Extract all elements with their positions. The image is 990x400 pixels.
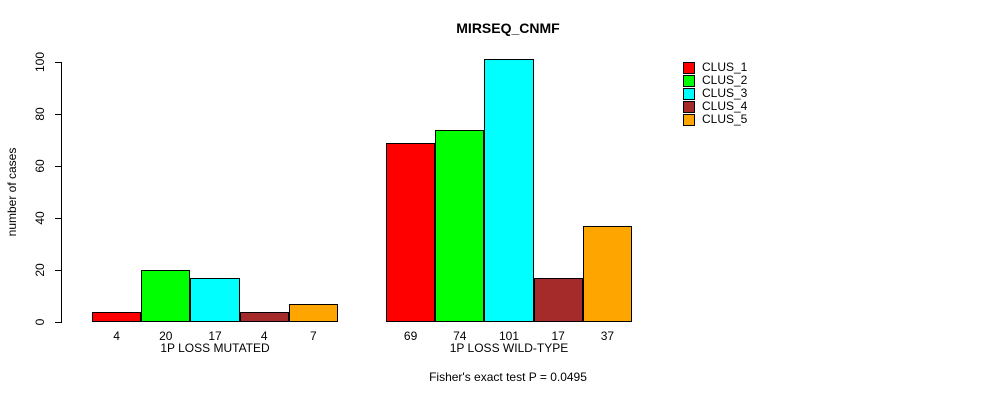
bar-value-label: 17 (208, 329, 222, 343)
legend-swatch-clus_4 (683, 100, 695, 113)
y-tick (55, 218, 61, 219)
y-tick (55, 62, 61, 63)
legend: CLUS_1 CLUS_2 CLUS_3 CLUS_4 CLUS_5 (683, 61, 747, 126)
bar-clus_1-mutated (92, 311, 142, 322)
bar-clus_1-wild-type (386, 142, 436, 322)
legend-swatch-clus_5 (683, 113, 695, 126)
bar-clus_3-wild-type (484, 59, 534, 322)
bar-clus_5-wild-type (582, 225, 632, 322)
bar-clus_2-mutated (141, 270, 191, 322)
y-tick (55, 114, 61, 115)
bar-value-label: 74 (453, 329, 467, 343)
legend-swatch-clus_1 (683, 61, 695, 74)
bar-value-label: 20 (159, 329, 173, 343)
bar-value-label: 69 (403, 329, 418, 343)
y-tick-label: 80 (33, 107, 47, 121)
chart-title: MIRSEQ_CNMF (456, 20, 560, 36)
legend-label: CLUS_1 (702, 60, 748, 74)
legend-label: CLUS_3 (702, 86, 748, 100)
y-tick-label: 100 (33, 51, 47, 73)
legend-item-clus_2: CLUS_2 (683, 74, 747, 87)
footnote: Fisher's exact test P = 0.0495 (429, 370, 587, 384)
bar-value-label: 37 (600, 329, 615, 343)
y-tick-label: 60 (33, 159, 47, 173)
legend-swatch-clus_3 (683, 87, 695, 100)
y-tick (55, 322, 61, 323)
legend-item-clus_5: CLUS_5 (683, 113, 747, 126)
bar-value-label: 101 (498, 329, 520, 343)
bar-clus_4-wild-type (533, 277, 583, 322)
bar-clus_2-wild-type (435, 129, 485, 322)
legend-item-clus_3: CLUS_3 (683, 87, 747, 100)
legend-item-clus_1: CLUS_1 (683, 61, 747, 74)
legend-label: CLUS_4 (702, 99, 748, 113)
y-axis-label: number of cases (5, 147, 19, 237)
y-tick-label: 40 (33, 211, 47, 225)
bar-value-label: 7 (310, 329, 317, 343)
x-category-label: 1P LOSS WILD-TYPE (449, 341, 569, 355)
bar-clus_3-mutated (190, 277, 240, 322)
legend-swatch-clus_2 (683, 74, 695, 87)
y-tick (55, 270, 61, 271)
y-tick-label: 0 (33, 318, 47, 326)
y-axis-line (61, 62, 62, 323)
y-tick-label: 20 (33, 263, 47, 277)
bar-value-label: 4 (113, 329, 120, 343)
legend-label: CLUS_5 (702, 112, 748, 126)
x-category-label: 1P LOSS MUTATED (160, 341, 270, 355)
bar-clus_5-mutated (288, 303, 338, 322)
bar-value-label: 4 (260, 329, 268, 343)
legend-label: CLUS_2 (702, 73, 748, 87)
bar-value-label: 17 (551, 329, 565, 343)
y-tick (55, 166, 61, 167)
bar-clus_4-mutated (239, 311, 289, 322)
legend-item-clus_4: CLUS_4 (683, 100, 747, 113)
